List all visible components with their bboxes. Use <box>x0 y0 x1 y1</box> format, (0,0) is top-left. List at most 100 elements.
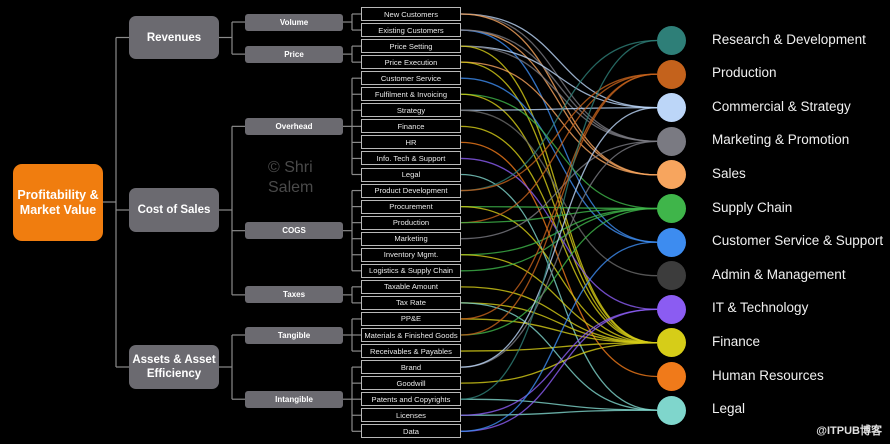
leaf-item-label: Data <box>402 426 420 436</box>
leaf-item-label: Price Setting <box>389 41 433 51</box>
connection-curve <box>460 157 658 310</box>
connection-curve <box>460 409 658 416</box>
category-taxes: Taxes <box>245 286 343 304</box>
leaf-item-label: Info. Tech & Support <box>376 153 446 163</box>
leaf-item-label: Product Development <box>374 186 448 196</box>
group-1-label: Cost of Sales <box>137 204 211 216</box>
connection-curve <box>460 45 658 109</box>
root-node-label: Profitability & Market Value <box>17 187 99 217</box>
connection-curve <box>460 61 658 176</box>
department-circle-icon <box>656 328 686 358</box>
category-overhead-label: Overhead <box>275 121 313 131</box>
connection-curve <box>460 29 658 243</box>
department-circle-icon <box>656 227 686 257</box>
connection-curve <box>460 207 658 336</box>
category-overhead: Overhead <box>245 117 343 135</box>
connection-curve <box>460 286 658 344</box>
leaf-item: HR <box>361 135 461 150</box>
group-0-label: Revenues <box>146 31 202 44</box>
department-circle-icon <box>656 93 686 123</box>
leaf-item: Procurement <box>361 199 461 214</box>
leaf-item-label: Logistics & Supply Chain <box>369 266 453 276</box>
category-price: Price <box>245 45 343 63</box>
leaf-item: Product Development <box>361 183 461 198</box>
department-circle-icon <box>656 194 686 223</box>
leaf-item-label: Licenses <box>396 410 426 420</box>
leaf-item: Brand <box>361 360 461 375</box>
leaf-item: New Customers <box>361 7 461 21</box>
connection-curve <box>460 39 658 192</box>
connection-curve <box>460 241 658 432</box>
department-circle-icon <box>656 26 686 55</box>
connection-curve <box>460 77 658 243</box>
category-cogs: COGS <box>245 222 343 240</box>
department-circle-icon <box>656 395 686 425</box>
department-circle-icon <box>656 362 686 391</box>
leaf-item: Customer Service <box>361 71 461 86</box>
connection-curve <box>460 207 658 272</box>
leaf-item: Tax Rate <box>361 295 461 310</box>
connection-curve <box>460 140 658 240</box>
category-intangible: Intangible <box>245 390 343 408</box>
leaf-item: Receivables & Payables <box>361 344 461 359</box>
leaf-item: Licenses <box>361 408 461 423</box>
leaf-item-label: Procurement <box>389 202 433 212</box>
department-circle-icon <box>656 294 686 324</box>
group-0: Revenues <box>129 16 219 59</box>
connection-curve <box>460 205 658 210</box>
leaf-item-label: Tax Rate <box>396 298 426 308</box>
connection-curve <box>460 39 658 400</box>
connection-curve <box>460 141 658 378</box>
leaf-item-label: Finance <box>397 121 425 131</box>
connection-curve <box>460 93 658 210</box>
department-label: Admin & Management <box>712 266 846 282</box>
leaf-item-label: New Customers <box>383 9 438 19</box>
connection-curve <box>460 73 658 320</box>
leaf-item: Legal <box>361 167 461 182</box>
leaf-item: Price Execution <box>361 55 461 70</box>
leaf-item: Data <box>361 424 461 439</box>
leaf-item: Strategy <box>361 103 461 118</box>
leaf-item: Logistics & Supply Chain <box>361 263 461 278</box>
leaf-item: Finance <box>361 119 461 134</box>
credit-text: @ITPUB博客 <box>816 425 882 437</box>
department-label: Legal <box>712 401 746 417</box>
category-volume: Volume <box>245 13 343 31</box>
connection-curve <box>460 29 658 142</box>
leaf-item: Taxable Amount <box>361 279 461 294</box>
leaf-item-label: Inventory Mgmt. <box>383 250 439 260</box>
leaf-item-label: HR <box>405 137 417 147</box>
root-node: Profitability & Market Value <box>13 164 103 241</box>
leaf-item: Goodwill <box>361 376 461 391</box>
leaf-item: Existing Customers <box>361 23 461 38</box>
leaf-item-label: Materials & Finished Goods <box>364 330 458 340</box>
category-taxes-label: Taxes <box>282 290 306 300</box>
leaf-item-label: Strategy <box>396 105 426 115</box>
connection-curve <box>460 73 658 336</box>
department-label: Production <box>712 65 777 81</box>
leaf-item-label: PP&E <box>400 314 422 324</box>
leaf-item: Inventory Mgmt. <box>361 247 461 262</box>
department-label: IT & Technology <box>712 300 809 316</box>
leaf-item-label: Fulfilment & Invoicing <box>374 89 448 99</box>
connection-curve <box>460 13 658 109</box>
connection-curve <box>460 29 658 176</box>
category-intangible-label: Intangible <box>275 394 313 404</box>
department-label: Finance <box>712 333 761 349</box>
leaf-item: Fulfilment & Invoicing <box>361 87 461 102</box>
leaf-item-label: Taxable Amount <box>383 282 439 292</box>
department-label: Customer Service & Support <box>712 233 884 249</box>
leaf-item: Marketing <box>361 231 461 246</box>
leaf-item-label: Price Execution <box>384 57 438 67</box>
group-2: Assets & Asset Efficiency <box>129 345 219 389</box>
leaf-item: PP&E <box>361 311 461 326</box>
department-label: Research & Development <box>712 31 866 47</box>
leaf-item-label: Production <box>392 218 430 228</box>
connection-curve <box>460 45 658 142</box>
leaf-item: Info. Tech & Support <box>361 151 461 166</box>
leaf-item: Patents and Copyrights <box>361 392 461 407</box>
department-label: Sales <box>712 165 746 181</box>
group-2-label: Assets & Asset Efficiency <box>132 354 216 380</box>
